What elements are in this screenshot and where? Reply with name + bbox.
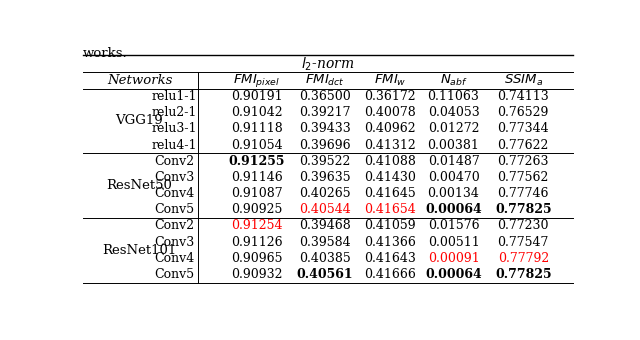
Text: 0.91146: 0.91146 [231,171,283,184]
Text: Conv3: Conv3 [154,171,195,184]
Text: 0.77825: 0.77825 [495,268,552,281]
Text: 0.41654: 0.41654 [364,203,416,216]
Text: 0.11063: 0.11063 [428,90,479,103]
Text: 0.39635: 0.39635 [299,171,351,184]
Text: 0.39584: 0.39584 [299,236,351,249]
Text: Conv2: Conv2 [154,155,195,168]
Text: $SSIM_a$: $SSIM_a$ [504,73,543,88]
Text: 0.39217: 0.39217 [299,106,351,119]
Text: 0.77792: 0.77792 [498,252,549,265]
Text: $FMI_w$: $FMI_w$ [374,73,406,88]
Text: 0.41366: 0.41366 [364,236,416,249]
Text: 0.36172: 0.36172 [364,90,416,103]
Text: 0.00470: 0.00470 [428,171,479,184]
Text: 0.40962: 0.40962 [364,122,416,135]
Text: 0.00064: 0.00064 [425,203,482,216]
Text: 0.76529: 0.76529 [498,106,549,119]
Text: 0.77622: 0.77622 [498,139,549,152]
Text: Conv5: Conv5 [154,203,195,216]
Text: 0.91126: 0.91126 [231,236,282,249]
Text: 0.91054: 0.91054 [231,139,282,152]
Text: 0.77547: 0.77547 [498,236,549,249]
Text: 0.74113: 0.74113 [497,90,549,103]
Text: $N_{abf}$: $N_{abf}$ [440,73,467,88]
Text: 0.77230: 0.77230 [497,220,549,233]
Text: 0.39468: 0.39468 [299,220,351,233]
Text: Conv5: Conv5 [154,268,195,281]
Text: 0.41645: 0.41645 [364,187,416,200]
Text: $FMI_{pixel}$: $FMI_{pixel}$ [233,72,280,89]
Text: relu1‑1: relu1‑1 [152,90,197,103]
Text: 0.41643: 0.41643 [364,252,416,265]
Text: 0.41430: 0.41430 [364,171,416,184]
Text: 0.40385: 0.40385 [299,252,351,265]
Text: 0.39696: 0.39696 [299,139,351,152]
Text: 0.77825: 0.77825 [495,203,552,216]
Text: Conv3: Conv3 [154,236,195,249]
Text: relu4‑1: relu4‑1 [152,139,197,152]
Text: 0.77263: 0.77263 [497,155,549,168]
Text: 0.77344: 0.77344 [497,122,549,135]
Text: 0.41312: 0.41312 [364,139,416,152]
Text: Conv4: Conv4 [154,252,195,265]
Text: 0.91042: 0.91042 [231,106,282,119]
Text: 0.01272: 0.01272 [428,122,479,135]
Text: 0.39522: 0.39522 [300,155,351,168]
Text: 0.40265: 0.40265 [299,187,351,200]
Text: 0.00091: 0.00091 [428,252,479,265]
Text: 0.91087: 0.91087 [231,187,282,200]
Text: 0.40561: 0.40561 [296,268,353,281]
Text: 0.40078: 0.40078 [364,106,416,119]
Text: works.: works. [83,47,128,60]
Text: 0.39433: 0.39433 [299,122,351,135]
Text: relu2‑1: relu2‑1 [152,106,197,119]
Text: $FMI_{dct}$: $FMI_{dct}$ [305,73,345,88]
Text: 0.91254: 0.91254 [231,220,282,233]
Text: relu3‑1: relu3‑1 [152,122,197,135]
Text: 0.00064: 0.00064 [425,268,482,281]
Text: Networks: Networks [108,74,173,87]
Text: 0.77562: 0.77562 [498,171,549,184]
Text: 0.90965: 0.90965 [231,252,282,265]
Text: 0.90191: 0.90191 [231,90,282,103]
Text: 0.77746: 0.77746 [497,187,549,200]
Text: 0.90925: 0.90925 [231,203,282,216]
Text: 0.91255: 0.91255 [228,155,285,168]
Text: 0.01487: 0.01487 [428,155,479,168]
Text: Conv2: Conv2 [154,220,195,233]
Text: 0.00134: 0.00134 [428,187,479,200]
Text: ResNet50: ResNet50 [106,179,172,192]
Text: ResNet101: ResNet101 [102,244,176,257]
Text: Conv4: Conv4 [154,187,195,200]
Text: 0.04053: 0.04053 [428,106,479,119]
Text: 0.41666: 0.41666 [364,268,416,281]
Text: 0.91118: 0.91118 [231,122,283,135]
Text: 0.40544: 0.40544 [299,203,351,216]
Text: 0.41088: 0.41088 [364,155,416,168]
Text: $l_2$-norm: $l_2$-norm [301,55,355,73]
Text: VGG19: VGG19 [115,114,163,128]
Text: 0.01576: 0.01576 [428,220,479,233]
Text: 0.00381: 0.00381 [428,139,479,152]
Text: 0.41059: 0.41059 [364,220,416,233]
Text: 0.36500: 0.36500 [299,90,351,103]
Text: 0.90932: 0.90932 [231,268,282,281]
Text: 0.00511: 0.00511 [428,236,479,249]
